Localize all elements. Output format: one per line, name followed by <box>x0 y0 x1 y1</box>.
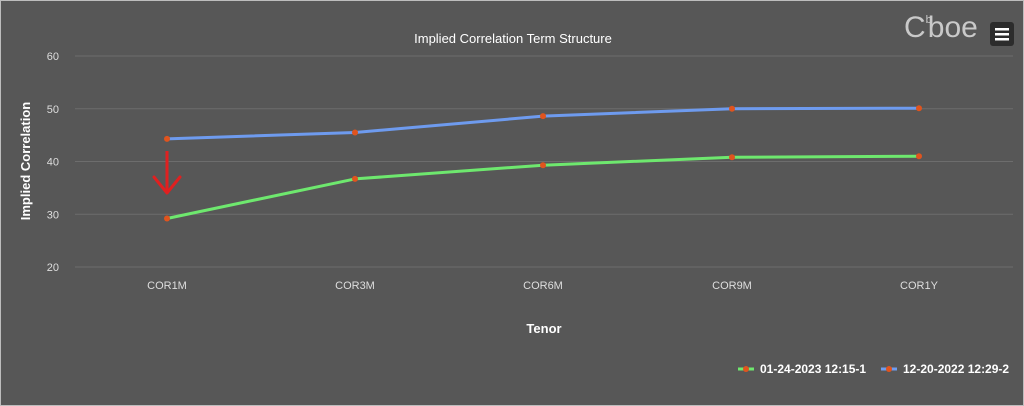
logo-rest: boe <box>928 11 978 44</box>
series-lines <box>164 105 922 222</box>
legend-item[interactable]: 01-24-2023 12:15-1 <box>738 362 866 376</box>
x-tick-label: COR3M <box>335 280 375 292</box>
x-tick-labels: COR1M COR3M COR6M COR9M COR1Y <box>147 280 938 292</box>
y-tick-label: 30 <box>47 209 59 221</box>
y-tick-label: 50 <box>47 104 59 116</box>
series-1 <box>164 153 922 222</box>
hamburger-menu-icon[interactable] <box>990 22 1014 46</box>
y-tick-label: 40 <box>47 157 59 169</box>
data-point[interactable] <box>164 135 170 142</box>
series-line <box>166 106 920 141</box>
grid-lines <box>75 55 1013 268</box>
x-tick-label: COR9M <box>712 280 752 292</box>
red-down-arrow-icon <box>152 151 182 195</box>
y-tick-label: 60 <box>47 51 59 63</box>
x-tick-label: COR1M <box>147 280 187 292</box>
legend-item[interactable]: 12-20-2022 12:29-2 <box>881 362 1009 376</box>
data-point[interactable] <box>164 215 170 222</box>
legend-marker <box>886 366 892 372</box>
legend-label: 12-20-2022 12:29-2 <box>903 362 1009 376</box>
y-tick-label: 20 <box>47 262 59 274</box>
series-2 <box>164 105 922 142</box>
data-point[interactable] <box>540 113 546 120</box>
chart-title: Implied Correlation Term Structure <box>414 31 612 46</box>
logo-sup: b <box>926 14 932 26</box>
data-point[interactable] <box>729 105 735 112</box>
cboe-logo: Cbboe <box>904 11 978 44</box>
x-tick-label: COR6M <box>523 280 563 292</box>
data-point[interactable] <box>352 129 358 136</box>
data-point[interactable] <box>729 154 735 161</box>
legend: 01-24-2023 12:15-1 12-20-2022 12:29-2 <box>738 362 1009 376</box>
data-point[interactable] <box>916 153 922 160</box>
y-axis-label: Implied Correlation <box>18 102 33 221</box>
legend-label: 01-24-2023 12:15-1 <box>760 362 866 376</box>
svg-text:Cbboe: Cbboe <box>904 11 978 44</box>
x-tick-label: COR1Y <box>900 280 939 292</box>
x-axis-label: Tenor <box>526 321 561 336</box>
legend-marker <box>743 366 749 372</box>
data-point[interactable] <box>916 105 922 112</box>
data-point[interactable] <box>352 175 358 182</box>
data-point[interactable] <box>540 162 546 169</box>
y-tick-labels: 20 30 40 50 60 <box>47 51 59 274</box>
logo-c: C <box>904 11 926 44</box>
